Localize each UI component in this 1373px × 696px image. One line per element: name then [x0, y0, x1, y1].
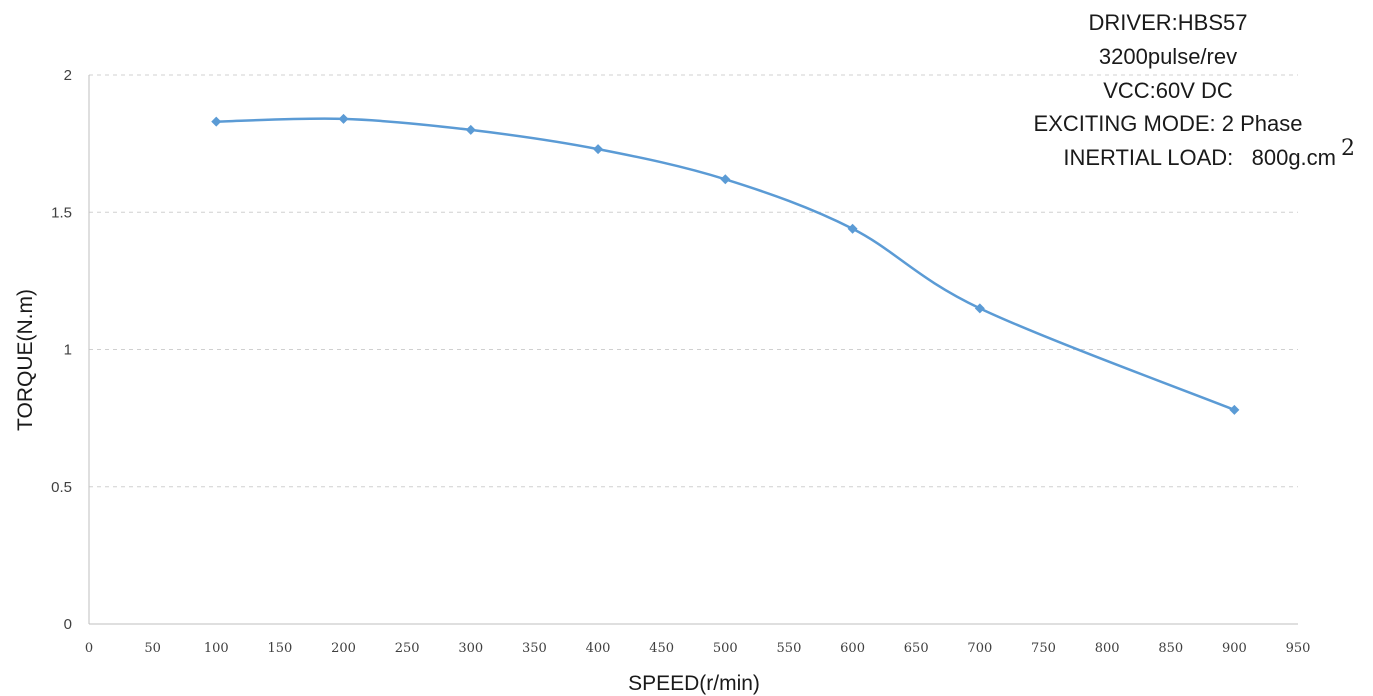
- series-line: [216, 117, 1235, 412]
- gridlines: [89, 74, 1298, 488]
- annotation-exciting-mode: EXCITING MODE: 2 Phase: [1034, 111, 1303, 136]
- series: [216, 117, 1235, 412]
- data-point-marker: [211, 116, 222, 127]
- x-tick-labels: 0 50 100 150 200 250 300 350 400 450 500 550 600 650 7…: [85, 641, 1311, 656]
- x-tick-label: 650: [904, 641, 929, 656]
- y-tick-label: 2: [64, 67, 72, 84]
- x-tick-label: 750: [1031, 641, 1056, 656]
- x-tick-label: 400: [586, 641, 611, 656]
- annotation-inertial-load-superscript: 2: [1341, 136, 1355, 161]
- x-tick-label: 50: [144, 641, 161, 656]
- x-tick-label: 300: [458, 641, 483, 656]
- annotation-pulse: 3200pulse/rev: [1099, 44, 1237, 69]
- data-point-marker: [974, 303, 985, 314]
- y-tick-labels: 0 0.5 1 1.5 2: [51, 67, 72, 633]
- data-point-marker: [1229, 404, 1240, 415]
- data-point-marker: [465, 124, 476, 135]
- x-tick-label: 550: [777, 641, 802, 656]
- x-tick-label: 950: [1286, 641, 1311, 656]
- x-tick-label: 100: [204, 641, 229, 656]
- x-tick-label: 900: [1222, 641, 1247, 656]
- x-axis-title: SPEED(r/min): [628, 672, 760, 695]
- y-tick-label: 0: [64, 616, 72, 633]
- x-tick-label: 200: [331, 641, 356, 656]
- series-markers: [211, 113, 1240, 415]
- annotation-driver: DRIVER:HBS57: [1089, 10, 1248, 35]
- axes: [88, 75, 1298, 625]
- x-tick-label: 700: [967, 641, 992, 656]
- annotation-vcc: VCC:60V DC: [1103, 78, 1233, 103]
- x-tick-label: 350: [522, 641, 547, 656]
- annotation-inertial-load: INERTIAL LOAD: 800g.cm: [1063, 145, 1336, 170]
- x-tick-label: 800: [1095, 641, 1120, 656]
- x-tick-label: 850: [1158, 641, 1183, 656]
- data-point-marker: [593, 144, 604, 155]
- x-tick-label: 0: [85, 641, 93, 656]
- y-axis-title: TORQUE(N.m): [14, 289, 37, 431]
- data-point-marker: [338, 113, 349, 124]
- x-tick-label: 600: [840, 641, 865, 656]
- y-tick-label: 0.5: [51, 479, 72, 496]
- x-tick-label: 150: [267, 641, 292, 656]
- y-tick-label: 1: [64, 342, 72, 359]
- x-tick-label: 450: [649, 641, 674, 656]
- data-point-marker: [720, 174, 731, 185]
- data-point-marker: [847, 223, 858, 234]
- annotation-block: DRIVER:HBS57 3200pulse/rev VCC:60V DC EX…: [1034, 10, 1355, 170]
- x-tick-label: 250: [395, 641, 420, 656]
- x-tick-label: 500: [713, 641, 738, 656]
- y-tick-label: 1.5: [51, 204, 72, 221]
